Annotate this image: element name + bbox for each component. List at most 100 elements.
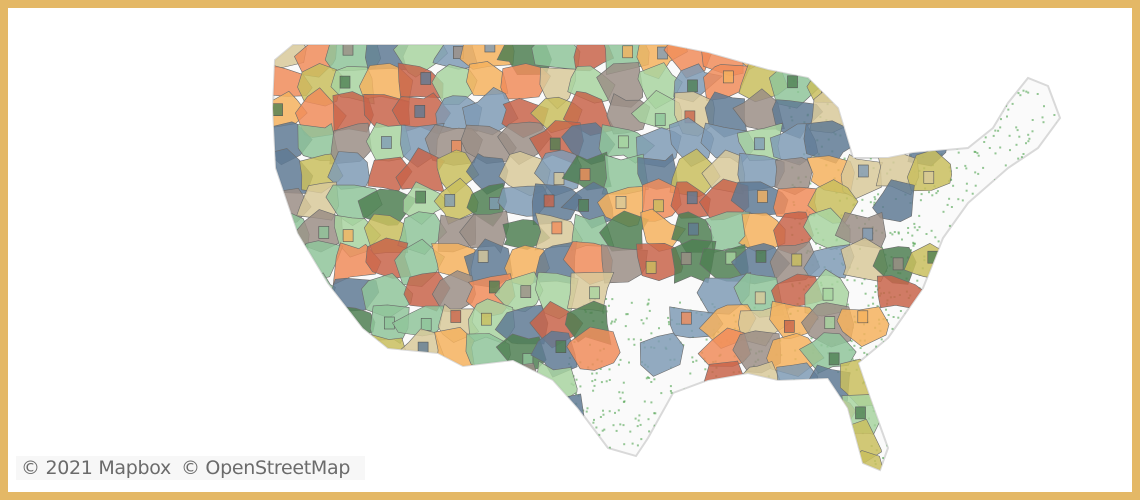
map-region[interactable] [709, 425, 752, 466]
map-region[interactable] [531, 393, 585, 437]
map-subregion[interactable] [892, 257, 904, 271]
map-region[interactable] [497, 389, 554, 432]
map-region[interactable] [639, 332, 685, 377]
map-region[interactable] [500, 63, 551, 100]
map-region[interactable] [267, 332, 308, 379]
map-subregion[interactable] [786, 382, 797, 396]
map-region[interactable] [530, 448, 586, 492]
map-subregion[interactable] [381, 136, 392, 149]
map-region[interactable] [803, 244, 855, 279]
map-region[interactable] [803, 207, 851, 251]
map-subregion[interactable] [555, 340, 567, 354]
map-subregion[interactable] [444, 194, 456, 207]
map-region[interactable] [776, 362, 819, 402]
map-region[interactable] [803, 450, 854, 492]
map-subregion[interactable] [318, 226, 330, 239]
map-region[interactable] [906, 149, 953, 192]
map-region[interactable] [573, 32, 615, 72]
map-region[interactable] [494, 419, 553, 465]
map-region[interactable] [708, 452, 752, 489]
map-subregion[interactable] [375, 370, 387, 384]
map-region[interactable] [430, 366, 478, 410]
map-subregion[interactable] [489, 197, 500, 210]
map-region[interactable] [433, 420, 479, 466]
map-region[interactable] [366, 423, 407, 469]
map-region[interactable] [262, 393, 309, 432]
map-region[interactable] [469, 420, 515, 465]
map-subregion[interactable] [351, 432, 362, 446]
map-subregion[interactable] [411, 402, 423, 416]
map-region[interactable] [767, 390, 819, 435]
map-subregion[interactable] [686, 191, 698, 205]
map-subregion[interactable] [589, 286, 600, 300]
map-subregion[interactable] [484, 40, 496, 53]
map-canvas[interactable] [8, 8, 1132, 492]
map-region[interactable] [425, 453, 481, 492]
map-region[interactable] [801, 424, 859, 467]
map-subregion[interactable] [645, 261, 657, 274]
map-subregion[interactable] [828, 352, 840, 366]
map-region[interactable] [663, 32, 716, 79]
map-region[interactable] [606, 93, 651, 135]
map-subregion[interactable] [824, 316, 836, 330]
map-region[interactable] [766, 420, 822, 459]
map-subregion[interactable] [488, 280, 500, 294]
map-subregion[interactable] [412, 439, 424, 453]
map-region[interactable] [291, 326, 347, 376]
map-subregion[interactable] [477, 250, 489, 263]
map-region[interactable] [391, 388, 445, 435]
map-region[interactable] [566, 326, 621, 371]
map-region[interactable] [596, 62, 644, 108]
map-region[interactable] [807, 33, 853, 73]
map-subregion[interactable] [754, 137, 765, 151]
map-subregion[interactable] [687, 222, 699, 236]
map-region[interactable] [436, 149, 480, 197]
map-subregion[interactable] [450, 310, 462, 323]
osm-attribution[interactable]: © OpenStreetMap [180, 457, 351, 479]
map-subregion[interactable] [551, 221, 563, 235]
mapbox-attribution[interactable]: © 2021 Mapbox [21, 457, 171, 479]
map-subregion[interactable] [479, 471, 489, 483]
map-region[interactable] [301, 305, 344, 349]
map-subregion[interactable] [347, 408, 359, 422]
map-region[interactable] [426, 398, 481, 434]
map-subregion[interactable] [754, 291, 766, 305]
map-region[interactable] [257, 279, 315, 315]
map-subregion[interactable] [622, 45, 634, 59]
map-subregion[interactable] [549, 137, 561, 151]
map-region[interactable] [399, 453, 441, 488]
map-subregion[interactable] [855, 406, 866, 420]
map-subregion[interactable] [513, 412, 525, 426]
map-region[interactable] [494, 271, 544, 313]
map-region[interactable] [872, 179, 915, 223]
map-region[interactable] [359, 451, 411, 492]
map-region[interactable] [327, 151, 370, 190]
map-subregion[interactable] [273, 103, 283, 116]
map-subregion[interactable] [722, 70, 734, 84]
map-subregion[interactable] [414, 105, 426, 118]
map-region[interactable] [531, 35, 581, 70]
map-region[interactable] [326, 389, 383, 438]
map-subregion[interactable] [653, 199, 664, 213]
map-subregion[interactable] [791, 468, 803, 481]
map-region[interactable] [262, 302, 311, 349]
map-region[interactable] [296, 397, 337, 436]
map-region[interactable] [806, 58, 854, 106]
map-subregion[interactable] [281, 290, 292, 304]
map-subregion[interactable] [480, 312, 492, 326]
map-subregion[interactable] [931, 322, 942, 336]
map-subregion[interactable] [384, 466, 396, 479]
map-region[interactable] [298, 361, 342, 404]
map-subregion[interactable] [680, 311, 692, 325]
map-region[interactable] [363, 332, 409, 376]
map-region[interactable] [734, 387, 784, 438]
map-region[interactable] [404, 417, 451, 464]
map-subregion[interactable] [483, 402, 494, 415]
map-region[interactable] [331, 332, 377, 378]
map-subregion[interactable] [276, 442, 288, 455]
map-region[interactable] [466, 388, 516, 432]
map-subregion[interactable] [821, 79, 832, 93]
map-region[interactable] [263, 243, 309, 282]
map-region[interactable] [803, 120, 853, 164]
map-subregion[interactable] [857, 310, 869, 324]
